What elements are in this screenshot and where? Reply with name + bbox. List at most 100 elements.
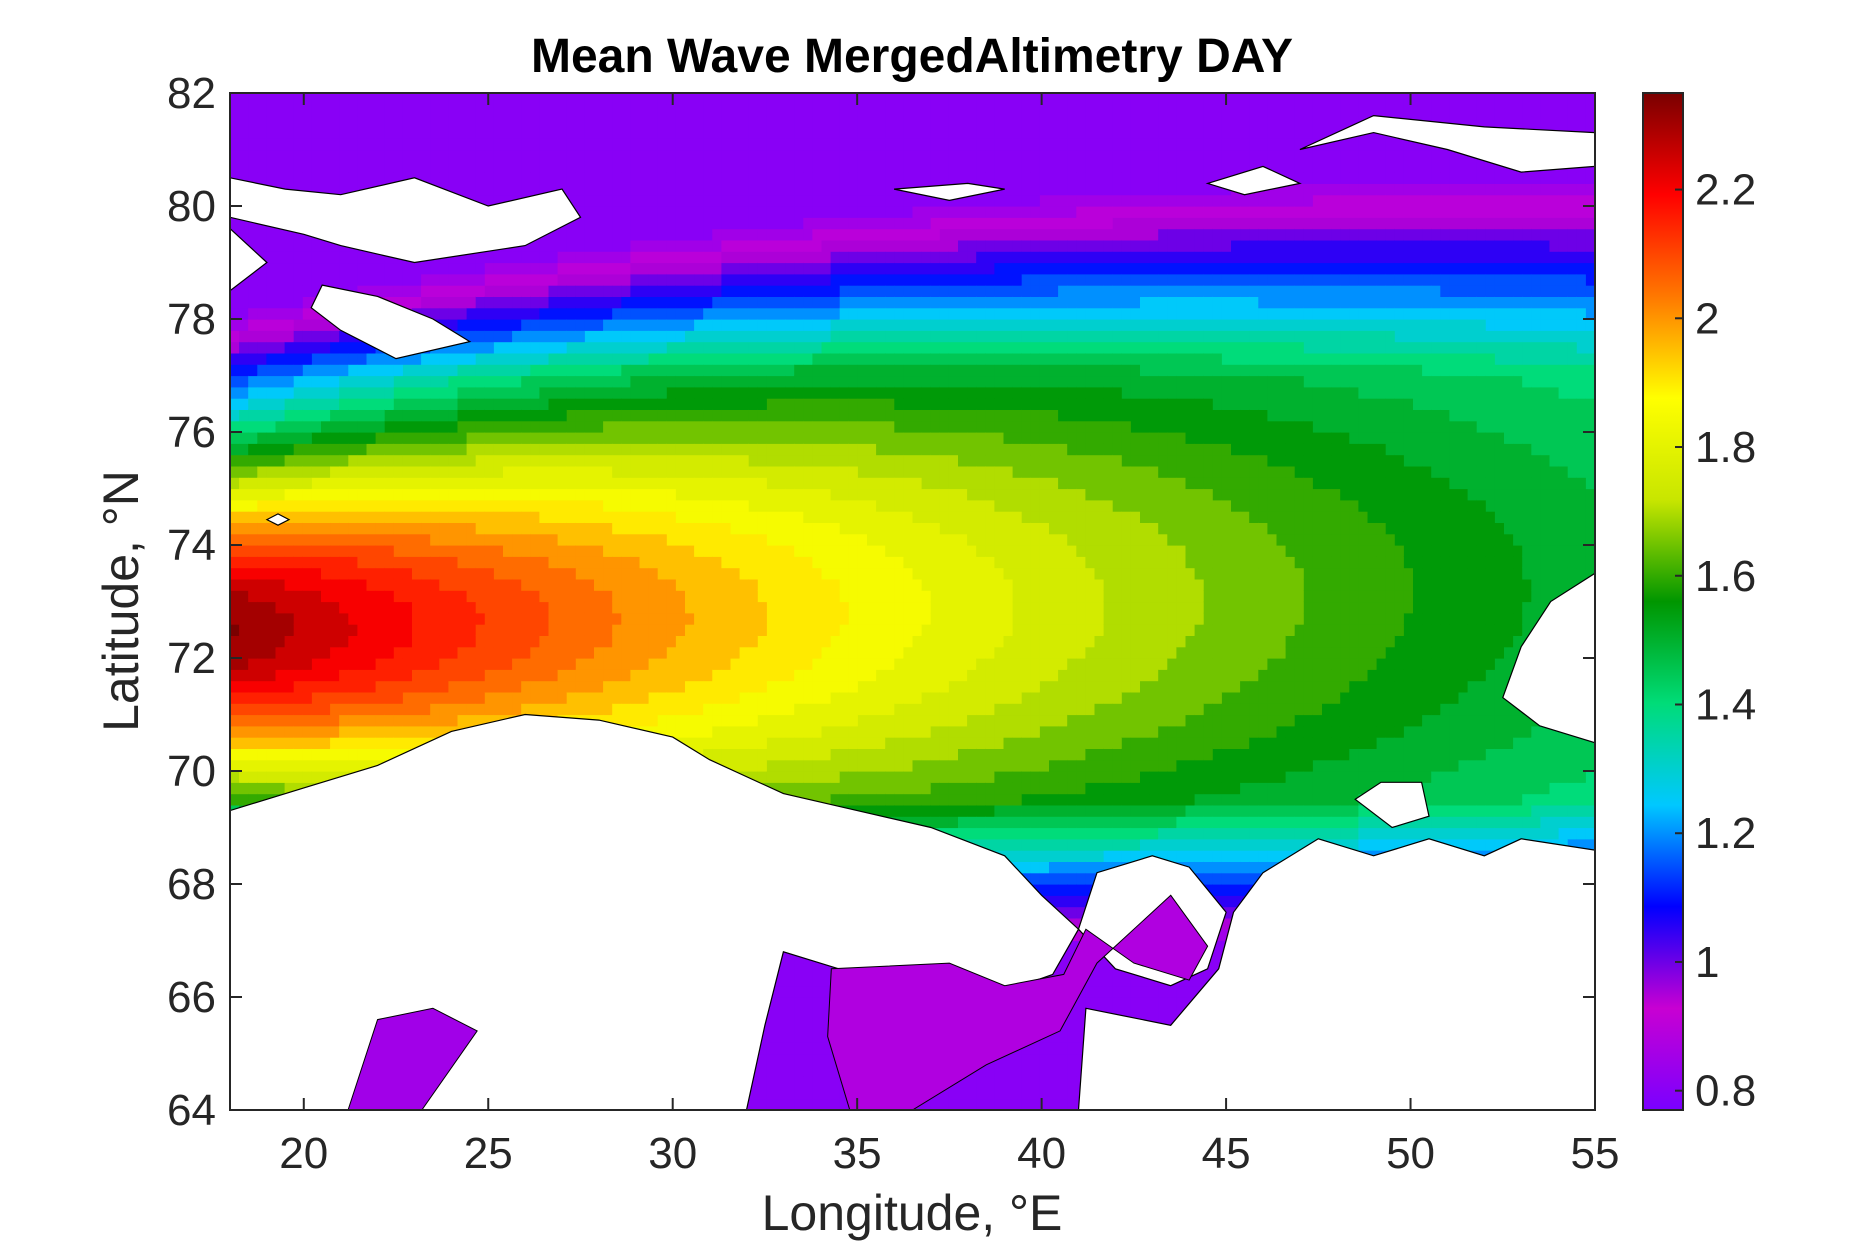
field-cell bbox=[512, 635, 522, 648]
field-cell bbox=[493, 296, 504, 309]
field-cell bbox=[393, 465, 404, 478]
field-cell bbox=[530, 172, 540, 184]
field-cell bbox=[603, 533, 613, 546]
field-cell bbox=[393, 364, 404, 377]
field-cell bbox=[666, 432, 677, 444]
field-cell bbox=[594, 465, 604, 478]
field-cell bbox=[548, 409, 559, 422]
field-cell bbox=[366, 465, 377, 478]
field-cell bbox=[330, 669, 340, 682]
field-cell bbox=[712, 217, 722, 230]
field-cell bbox=[284, 556, 295, 569]
field-cell bbox=[493, 477, 504, 490]
field-cell bbox=[384, 352, 395, 365]
field-cell bbox=[393, 285, 404, 297]
field-cell bbox=[466, 443, 477, 456]
field-cell bbox=[430, 601, 440, 614]
field-cell bbox=[503, 319, 513, 331]
field-cell bbox=[393, 590, 404, 603]
field-cell bbox=[375, 251, 386, 264]
field-cell bbox=[584, 319, 595, 331]
field-cell bbox=[275, 680, 286, 693]
field-cell bbox=[393, 691, 404, 704]
field-cell bbox=[293, 285, 304, 297]
field-cell bbox=[548, 364, 559, 377]
field-cell bbox=[648, 375, 659, 388]
field-cell bbox=[457, 104, 468, 117]
field-cell bbox=[557, 567, 568, 580]
field-cell bbox=[421, 364, 431, 377]
field-cell bbox=[612, 126, 622, 139]
field-cell bbox=[230, 341, 240, 354]
field-cell bbox=[457, 386, 468, 399]
field-cell bbox=[357, 556, 368, 569]
field-cell bbox=[648, 669, 659, 682]
field-cell bbox=[594, 556, 604, 569]
field-cell bbox=[266, 454, 277, 467]
field-cell bbox=[348, 612, 358, 625]
field-cell bbox=[357, 499, 368, 512]
field-cell bbox=[621, 285, 631, 297]
field-cell bbox=[339, 398, 349, 410]
field-cell bbox=[621, 420, 631, 433]
field-cell bbox=[503, 138, 513, 151]
field-cell bbox=[339, 601, 349, 614]
field-cell bbox=[302, 239, 313, 252]
field-cell bbox=[703, 126, 713, 139]
field-cell bbox=[721, 93, 732, 105]
field-cell bbox=[566, 443, 577, 456]
field-cell bbox=[439, 714, 449, 727]
field-cell bbox=[266, 725, 277, 738]
field-cell bbox=[339, 386, 349, 399]
field-cell bbox=[712, 206, 722, 218]
field-cell bbox=[248, 680, 258, 693]
field-cell bbox=[348, 465, 358, 478]
field-cell bbox=[339, 511, 349, 523]
field-cell bbox=[375, 364, 386, 377]
field-cell bbox=[475, 330, 486, 343]
field-cell bbox=[393, 386, 404, 399]
field-cell bbox=[466, 556, 477, 569]
field-cell bbox=[621, 194, 631, 207]
field-cell bbox=[721, 578, 732, 591]
field-cell bbox=[648, 545, 659, 557]
field-cell bbox=[384, 499, 395, 512]
field-cell bbox=[384, 93, 395, 105]
field-cell bbox=[230, 432, 240, 444]
field-cell bbox=[239, 319, 249, 331]
field-cell bbox=[448, 409, 459, 422]
field-cell bbox=[384, 646, 395, 659]
field-cell bbox=[248, 556, 258, 569]
field-cell bbox=[430, 172, 440, 184]
field-cell bbox=[384, 624, 395, 636]
field-cell bbox=[694, 669, 704, 682]
field-cell bbox=[375, 533, 386, 546]
field-cell bbox=[321, 138, 331, 151]
field-cell bbox=[384, 590, 395, 603]
field-cell bbox=[666, 386, 677, 399]
field-cell bbox=[612, 590, 622, 603]
field-cell bbox=[421, 511, 431, 523]
field-cell bbox=[384, 160, 395, 173]
field-cell bbox=[493, 138, 504, 151]
field-cell bbox=[266, 160, 277, 173]
field-cell bbox=[712, 635, 722, 648]
field-cell bbox=[530, 183, 540, 196]
field-cell bbox=[712, 443, 722, 456]
field-cell bbox=[475, 398, 486, 410]
field-cell bbox=[402, 443, 413, 456]
field-cell bbox=[466, 511, 477, 523]
field-cell bbox=[584, 578, 595, 591]
field-cell bbox=[575, 319, 586, 331]
field-cell bbox=[311, 635, 322, 648]
field-cell bbox=[430, 624, 440, 636]
field-cell bbox=[266, 782, 277, 795]
field-cell bbox=[239, 420, 249, 433]
field-cell bbox=[639, 432, 650, 444]
field-cell bbox=[402, 138, 413, 151]
field-cell bbox=[539, 183, 550, 196]
field-cell bbox=[239, 307, 249, 320]
field-cell bbox=[639, 511, 650, 523]
field-cell bbox=[466, 522, 477, 535]
field-cell bbox=[302, 398, 313, 410]
